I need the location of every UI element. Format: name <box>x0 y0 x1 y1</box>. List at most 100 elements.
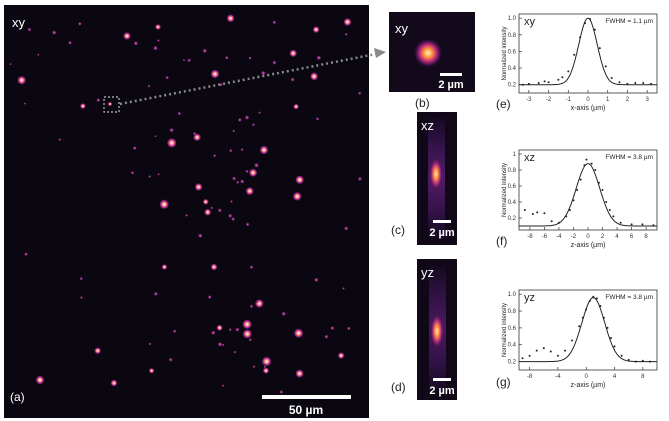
x-axis-label: z-axis (µm) <box>571 242 606 249</box>
data-point <box>542 347 545 350</box>
panel-d: yz 2 µm (d) <box>391 259 457 400</box>
emitter-spot <box>79 103 86 110</box>
emitter-spot <box>133 40 139 46</box>
emitter-spot <box>226 14 235 23</box>
data-point <box>579 178 582 181</box>
emitter-spot <box>96 97 101 103</box>
panel-d-letter: (d) <box>391 380 406 394</box>
x-tick-label: -4 <box>555 374 561 380</box>
panel-b-scalebar-label: 2 µm <box>438 79 464 91</box>
data-point <box>557 221 560 224</box>
y-tick-label: 1.0 <box>508 16 517 22</box>
x-tick-label: 4 <box>615 234 619 240</box>
x-tick-label: 3 <box>645 97 649 103</box>
data-point <box>595 297 598 300</box>
chart-plane-label: yz <box>524 292 535 304</box>
data-point <box>585 308 588 311</box>
y-tick-label: 0.4 <box>508 343 517 349</box>
data-point <box>547 81 550 84</box>
x-tick-label: -1 <box>566 97 572 103</box>
y-tick-label: 0.4 <box>508 66 517 72</box>
emitter-spot <box>169 127 175 133</box>
emitter-spot <box>182 58 186 62</box>
chart-plane-label: xy <box>524 16 536 28</box>
data-point <box>588 299 591 302</box>
emitter-spot <box>357 91 362 96</box>
emitter-spot <box>210 69 220 79</box>
fit-curve <box>519 297 657 363</box>
emitter-spot <box>212 153 217 158</box>
emitter-spot <box>357 176 363 182</box>
emitter-spot <box>172 329 177 334</box>
panel-a-letter: (a) <box>10 390 25 404</box>
data-point <box>568 209 571 211</box>
emitter-spot <box>17 75 27 85</box>
x-axis-label: z-axis (µm) <box>571 382 606 389</box>
data-point <box>610 337 612 339</box>
data-point <box>626 82 629 85</box>
panel-a-scalebar-label: 50 µm <box>289 403 323 417</box>
emitter-spot <box>9 62 12 66</box>
chart-plane-label: xz <box>524 152 535 164</box>
data-point <box>579 36 582 39</box>
y-tick-label: 0.6 <box>508 184 517 190</box>
x-tick-label: 8 <box>641 374 645 380</box>
data-point <box>593 28 596 31</box>
emitter-spot <box>245 169 249 174</box>
emitter-spot <box>316 55 322 61</box>
emitter-spot <box>37 53 40 57</box>
emitter-spot <box>110 379 118 387</box>
emitter-spot <box>27 27 32 32</box>
y-tick-label: 0.6 <box>508 326 517 332</box>
emitter-spot <box>342 286 345 290</box>
emitter-spot <box>217 208 223 213</box>
data-point <box>564 349 566 352</box>
panel-b-plane-label: xy <box>395 21 409 36</box>
y-axis-label: Normalized intensity <box>502 303 508 357</box>
data-point <box>584 22 586 25</box>
emitter-spot <box>324 334 329 340</box>
data-point <box>583 164 586 167</box>
panel-c: xz 2 µm (c) <box>391 112 457 245</box>
emitter-spot <box>244 115 250 121</box>
x-tick-label: 0 <box>586 234 590 240</box>
x-tick-label: -2 <box>546 97 552 103</box>
panel-c-scalebar <box>433 220 451 223</box>
panel-d-emitter <box>430 313 444 349</box>
x-tick-label: -3 <box>526 97 532 103</box>
zoom-arrow-head <box>374 48 386 58</box>
emitter-spot <box>194 183 203 191</box>
data-point <box>578 325 581 328</box>
emitter-spot <box>230 216 236 222</box>
panel-d-scalebar <box>433 378 451 381</box>
y-tick-label: 0.2 <box>508 216 517 222</box>
emitter-spot <box>289 49 298 58</box>
data-point <box>537 82 540 84</box>
panel-a-emitters <box>9 14 363 400</box>
plot-frame <box>518 289 658 371</box>
emitter-spot <box>94 347 102 355</box>
data-point <box>557 78 560 81</box>
data-point <box>630 223 633 226</box>
emitter-spot <box>235 327 240 332</box>
emitter-spot <box>239 179 245 184</box>
emitter-spot <box>155 24 161 30</box>
data-point <box>590 162 593 165</box>
emitter-spot <box>132 145 137 151</box>
emitter-spot <box>254 299 264 308</box>
emitter-spot <box>312 26 320 34</box>
data-point <box>571 339 574 342</box>
emitter-spot <box>35 375 45 385</box>
panel-c-letter: (c) <box>391 223 405 237</box>
emitter-spot <box>187 58 192 63</box>
emitter-spot <box>192 131 197 136</box>
x-tick-label: 8 <box>644 234 648 240</box>
data-point <box>531 213 534 215</box>
y-tick-label: 0.8 <box>508 168 517 174</box>
x-tick-label: 2 <box>601 234 605 240</box>
emitter-spot <box>258 111 262 115</box>
y-tick-label: 0.6 <box>508 49 517 55</box>
y-axis-label: Normalized intensity <box>502 26 508 80</box>
panel-c-plane-label: xz <box>421 118 434 133</box>
panel-b: xy 2 µm (b) <box>389 12 475 110</box>
